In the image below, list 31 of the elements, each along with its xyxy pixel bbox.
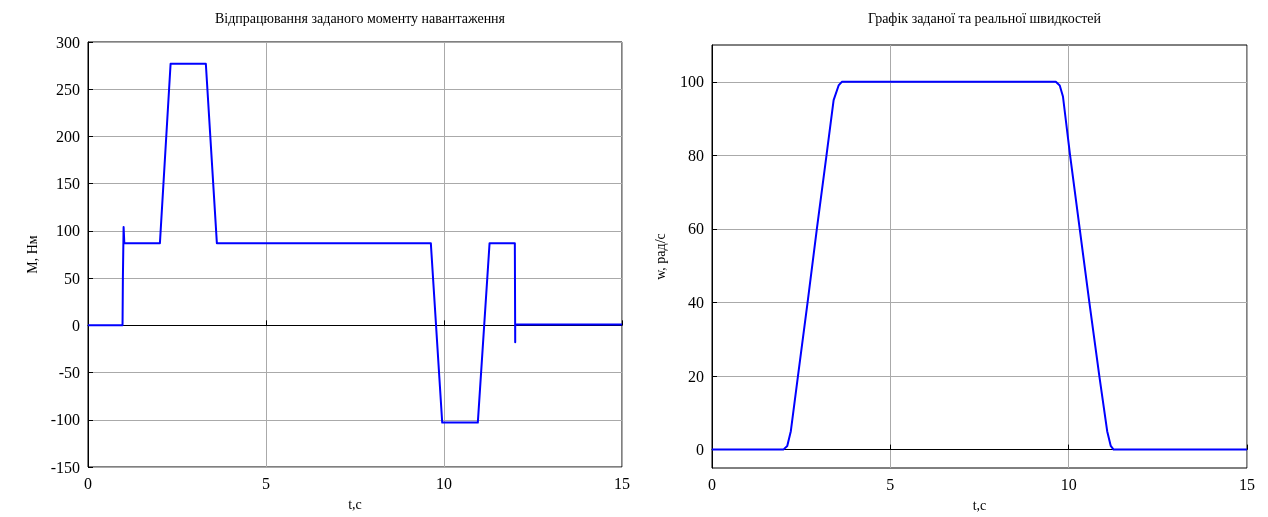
y-tick-label: 60 [688,220,704,238]
y-tick-label: -100 [50,411,80,429]
chart-title: Графік заданої та реальної швидкостей [867,10,1102,26]
y-tick-label: 80 [688,146,704,164]
y-tick-label: 200 [56,127,80,145]
y-tick-label: 50 [64,269,80,287]
y-tick-label: 20 [688,367,704,385]
y-tick-label: 250 [56,80,80,98]
chart-title: Відпрацювання заданого моменту навантаження [214,10,506,26]
x-tick-label: 10 [436,474,452,492]
x-tick-label: 15 [1239,475,1255,493]
y-tick-label: 0 [72,316,80,334]
y-axis-title: M, Нм [25,235,41,274]
line-series [711,80,1248,451]
y-tick-label: 100 [680,73,704,91]
y-tick-label: 150 [56,175,80,193]
y-tick-label: -50 [58,364,80,382]
x-axis-title: t,c [972,497,987,513]
x-tick-label: 0 [84,474,92,492]
x-tick-label: 5 [886,475,895,493]
y-tick-label: 40 [688,293,704,311]
y-tick-label: 300 [56,33,80,51]
x-tick-label: 10 [1060,475,1077,493]
x-axis-title: t,c [348,496,362,512]
y-tick-label: 100 [56,222,80,240]
x-tick-label: 0 [708,475,716,493]
x-tick-label: 5 [262,474,270,492]
x-tick-label: 15 [614,474,630,492]
y-tick-label: -150 [50,458,80,476]
y-axis-title: w, рад/с [652,233,668,280]
y-tick-label: 0 [696,441,704,459]
